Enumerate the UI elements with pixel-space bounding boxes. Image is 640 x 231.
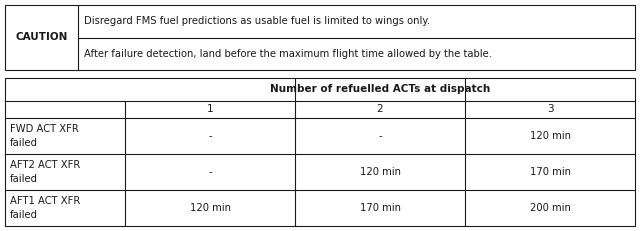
Bar [5,78,635,226]
Text: -: - [208,167,212,177]
Text: 2: 2 [377,104,383,114]
Text: Disregard FMS fuel predictions as usable fuel is limited to wings only.: Disregard FMS fuel predictions as usable… [84,16,430,26]
Text: 120 min: 120 min [189,203,230,213]
Bar [5,5,635,70]
Text: -: - [378,131,382,141]
Text: 170 min: 170 min [360,203,401,213]
Text: CAUTION: CAUTION [15,33,68,43]
Text: 120 min: 120 min [529,131,570,141]
Text: 170 min: 170 min [529,167,570,177]
Text: 1: 1 [207,104,213,114]
Text: Number of refuelled ACTs at dispatch: Number of refuelled ACTs at dispatch [270,85,490,94]
Text: 120 min: 120 min [360,167,401,177]
Text: AFT1 ACT XFR
failed: AFT1 ACT XFR failed [10,196,80,220]
Text: 3: 3 [547,104,554,114]
Text: 200 min: 200 min [529,203,570,213]
Text: FWD ACT XFR
failed: FWD ACT XFR failed [10,124,79,148]
Text: -: - [208,131,212,141]
Text: After failure detection, land before the maximum flight time allowed by the tabl: After failure detection, land before the… [84,49,492,59]
Text: AFT2 ACT XFR
failed: AFT2 ACT XFR failed [10,160,80,184]
